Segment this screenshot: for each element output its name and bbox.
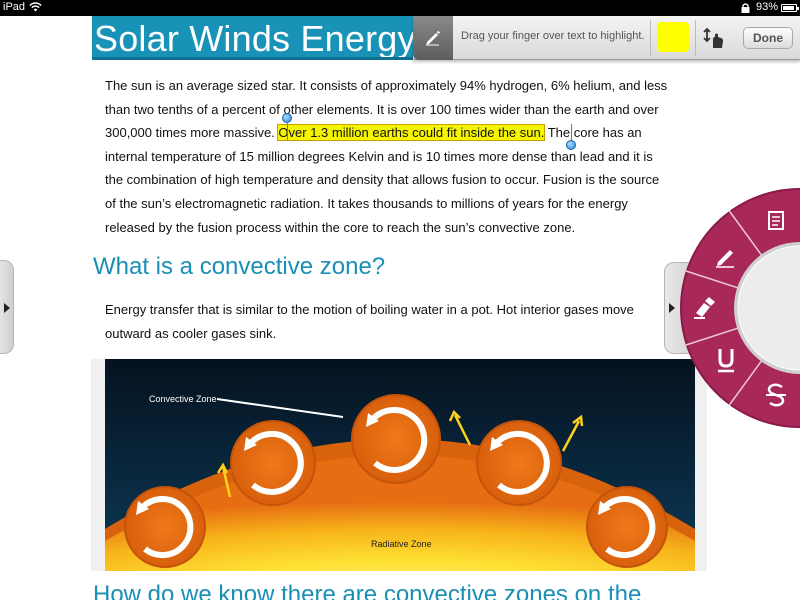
highlight-color-swatch[interactable] — [657, 22, 689, 52]
toolbar-divider — [650, 20, 651, 56]
text-line: internal temperature of 15 million degre… — [105, 148, 653, 164]
done-button[interactable]: Done — [743, 27, 793, 49]
chevron-right-icon — [4, 303, 10, 313]
text-line: The sun is an average sized star. It con… — [105, 78, 668, 93]
text-segment: The core has an — [544, 125, 642, 141]
move-toolbar-icon[interactable] — [703, 27, 725, 49]
page-title: Solar Winds Energy S — [94, 18, 451, 59]
wifi-icon — [29, 2, 42, 12]
text-line: of the sun’s electromagnetic radiation. … — [105, 195, 628, 211]
battery-fill — [783, 6, 794, 10]
note-icon[interactable] — [756, 201, 796, 241]
radial-menu-ring — [680, 188, 800, 428]
highlight-hint: Drag your finger over text to highlight. — [461, 30, 645, 42]
section-heading: How do we know there are convective zone… — [93, 581, 642, 600]
text-segment: 300,000 times more massive. — [105, 125, 275, 141]
highlight-toolbar: Drag your finger over text to highlight.… — [413, 16, 800, 60]
pen-icon[interactable] — [706, 236, 746, 276]
convective-zone-label: Convective Zone — [149, 394, 217, 404]
selection-start-caret — [287, 122, 288, 140]
underline-icon[interactable] — [706, 340, 746, 380]
selection-end-caret — [571, 124, 572, 142]
radial-tool-menu — [680, 188, 800, 428]
rotation-lock-icon — [741, 3, 750, 13]
text-line: released by the fusion process within th… — [105, 219, 576, 235]
paragraph-convective: Energy transfer that is similar to the m… — [105, 298, 634, 345]
title-underline — [92, 57, 708, 60]
paragraph-intro: The sun is an average sized star. It con… — [105, 74, 667, 239]
text-line: Energy transfer that is similar to the m… — [105, 302, 634, 317]
battery-percentage: 93% — [756, 1, 779, 13]
text-line: outward as cooler gases sink. — [105, 325, 277, 341]
chevron-right-icon — [669, 303, 675, 313]
convective-zone-illustration: Convective Zone Radiative Zone — [91, 359, 707, 571]
status-bar: iPad 93% — [0, 0, 800, 16]
highlighter-icon[interactable] — [685, 287, 725, 327]
strikethrough-icon[interactable] — [756, 375, 796, 415]
carrier-label: iPad — [3, 1, 26, 13]
selection-end-handle[interactable] — [566, 140, 576, 150]
toolbar-divider — [695, 20, 696, 56]
text-line: the combination of high temperature and … — [105, 172, 660, 188]
battery-icon — [781, 4, 799, 12]
text-line: than two tenths of a percent of other el… — [105, 101, 659, 117]
sun-diagram — [105, 359, 695, 571]
section-heading: What is a convective zone? — [93, 253, 386, 280]
highlight-pen-button[interactable] — [413, 16, 453, 60]
radiative-zone-label: Radiative Zone — [371, 539, 432, 549]
previous-page-tab[interactable] — [0, 260, 14, 354]
text-line-with-highlight: 300,000 times more massive. Over 1.3 mil… — [105, 121, 667, 145]
highlighted-text[interactable]: Over 1.3 million earths could fit inside… — [277, 124, 546, 142]
pen-icon — [426, 30, 440, 46]
